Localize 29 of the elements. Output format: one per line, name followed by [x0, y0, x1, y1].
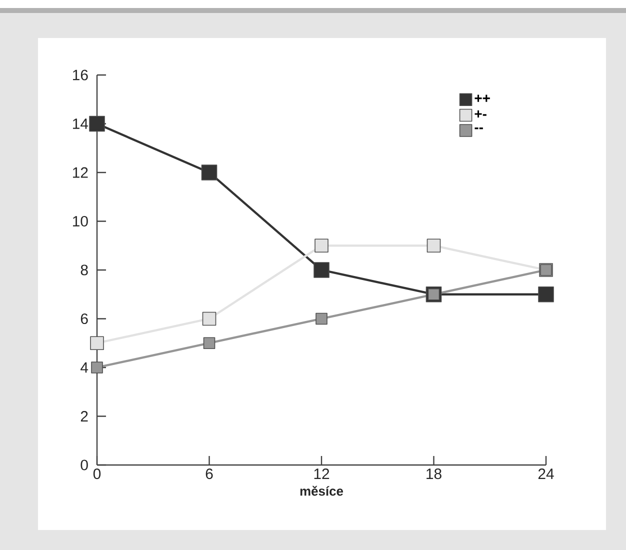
y-tick-label: 16	[73, 70, 88, 80]
y-tick-label: 2	[80, 411, 88, 422]
point	[314, 262, 330, 278]
legend-label: +-	[474, 110, 486, 118]
y-tick-label: 12	[73, 167, 88, 178]
y-tick-label: 6	[80, 313, 88, 324]
x-tick-label: 18	[426, 468, 442, 480]
point	[538, 286, 554, 302]
point	[314, 238, 328, 253]
x-tick-label: 24	[538, 468, 554, 479]
y-tick-label: 14	[73, 118, 88, 129]
y-tick-label: 10	[73, 216, 88, 227]
point	[316, 312, 328, 325]
x-tick-label: 12	[314, 468, 330, 479]
point	[202, 312, 216, 326]
y-tick-label: 8	[80, 264, 88, 276]
x-tick-label: 0	[93, 468, 101, 480]
point	[201, 164, 218, 180]
legend-label: ++	[474, 94, 490, 102]
point	[203, 337, 216, 350]
x-tick-label: 6	[206, 468, 213, 480]
x-axis-title: měsíce	[300, 486, 344, 496]
legend-label: --	[474, 128, 483, 130]
point	[91, 362, 103, 374]
point	[90, 336, 104, 350]
y-tick-label: 4	[80, 362, 88, 373]
point	[426, 238, 441, 253]
point	[89, 116, 105, 132]
y-tick-label: 0	[80, 460, 88, 470]
